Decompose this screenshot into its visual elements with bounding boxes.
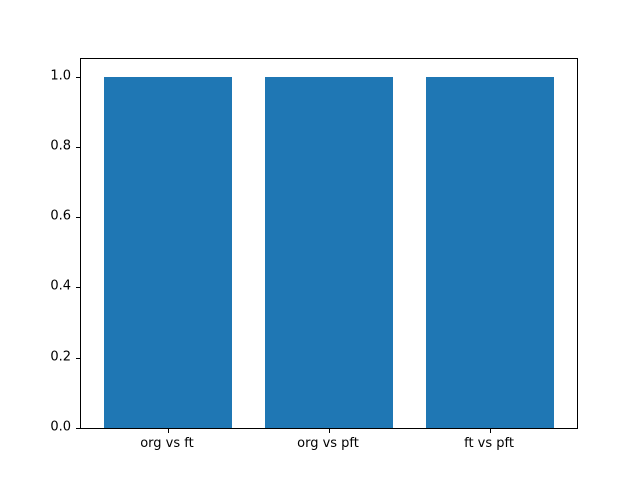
y-tick-mark	[76, 146, 80, 148]
x-tick-mark	[329, 429, 330, 433]
plot-area	[76, 58, 578, 433]
bar	[425, 76, 555, 428]
bar	[103, 76, 233, 428]
y-tick-mark	[76, 217, 80, 219]
x-tick-mark	[167, 429, 169, 433]
x-tick-label: org vs ft	[140, 436, 194, 451]
x-tick-mark	[490, 429, 492, 433]
y-tick-label: 0.2	[50, 349, 71, 365]
x-tick-label: org vs pft	[297, 436, 359, 451]
y-tick-mark	[76, 357, 80, 359]
y-tick-label: 0.6	[50, 208, 71, 224]
y-tick-mark	[76, 76, 80, 78]
y-tick-label: 0.0	[50, 419, 71, 435]
bar	[264, 76, 394, 428]
x-tick-label: ft vs pft	[464, 436, 514, 451]
y-tick-label: 0.8	[50, 138, 71, 154]
y-tick-mark	[76, 287, 80, 289]
y-tick-label: 0.4	[50, 278, 71, 294]
x-axis-tick-labels: org vs ft org vs pft ft vs pft	[80, 428, 576, 458]
y-axis-tick-labels: 0.0 0.2 0.4 0.6 0.8 1.0	[0, 58, 79, 434]
y-tick-mark	[76, 428, 80, 429]
y-tick-label: 1.0	[50, 68, 71, 84]
